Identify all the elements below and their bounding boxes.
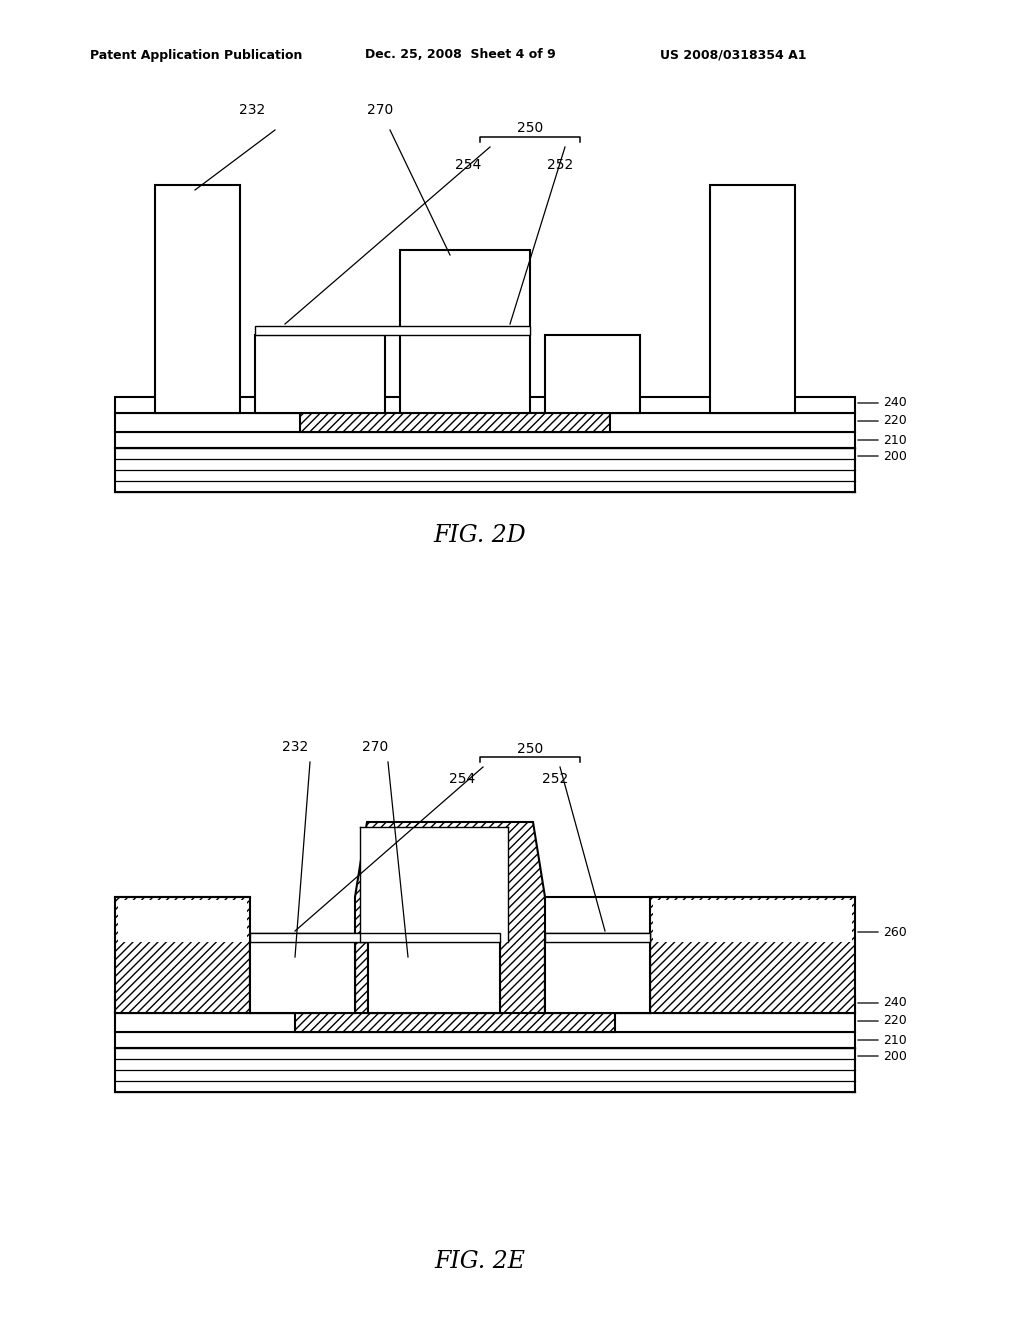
- Text: 200: 200: [883, 1049, 907, 1063]
- Bar: [653, 900, 852, 942]
- Bar: [115, 1012, 855, 1032]
- Bar: [300, 413, 610, 432]
- Text: 250: 250: [517, 121, 543, 135]
- Text: 232: 232: [239, 103, 265, 117]
- Bar: [710, 185, 795, 413]
- Bar: [545, 335, 640, 413]
- Text: 270: 270: [361, 741, 388, 754]
- Text: 240: 240: [883, 396, 906, 409]
- Bar: [255, 326, 530, 335]
- Bar: [295, 1012, 615, 1032]
- Text: 260: 260: [883, 925, 906, 939]
- Bar: [115, 997, 855, 1012]
- Bar: [545, 942, 650, 1012]
- Text: 252: 252: [547, 158, 573, 172]
- Bar: [118, 900, 247, 942]
- Bar: [115, 413, 855, 432]
- Bar: [400, 249, 530, 413]
- Text: 210: 210: [883, 1034, 906, 1047]
- Bar: [545, 933, 650, 942]
- Text: 220: 220: [883, 1015, 906, 1027]
- Text: 220: 220: [883, 414, 906, 428]
- Text: 200: 200: [883, 450, 907, 462]
- Text: 254: 254: [455, 158, 481, 172]
- Text: 232: 232: [282, 741, 308, 754]
- Text: 254: 254: [449, 772, 475, 785]
- Text: US 2008/0318354 A1: US 2008/0318354 A1: [660, 49, 807, 62]
- Bar: [115, 432, 855, 447]
- Polygon shape: [355, 822, 545, 1012]
- Bar: [360, 828, 508, 942]
- Bar: [250, 933, 500, 942]
- Bar: [545, 942, 650, 1012]
- Bar: [115, 397, 855, 413]
- Bar: [115, 898, 250, 1012]
- Text: 252: 252: [542, 772, 568, 785]
- Text: 210: 210: [883, 433, 906, 446]
- Bar: [250, 933, 500, 942]
- Text: 240: 240: [883, 997, 906, 1010]
- Bar: [250, 942, 355, 1012]
- Bar: [368, 942, 500, 1012]
- Text: Dec. 25, 2008  Sheet 4 of 9: Dec. 25, 2008 Sheet 4 of 9: [365, 49, 556, 62]
- Bar: [650, 898, 855, 1012]
- Bar: [155, 185, 240, 413]
- Bar: [115, 1032, 855, 1048]
- Bar: [250, 942, 355, 1012]
- Text: FIG. 2E: FIG. 2E: [434, 1250, 525, 1274]
- Text: FIG. 2D: FIG. 2D: [433, 524, 526, 546]
- Bar: [255, 335, 385, 413]
- Text: 250: 250: [517, 742, 543, 756]
- Text: Patent Application Publication: Patent Application Publication: [90, 49, 302, 62]
- Bar: [545, 933, 650, 942]
- Text: 270: 270: [367, 103, 393, 117]
- Bar: [368, 942, 500, 1012]
